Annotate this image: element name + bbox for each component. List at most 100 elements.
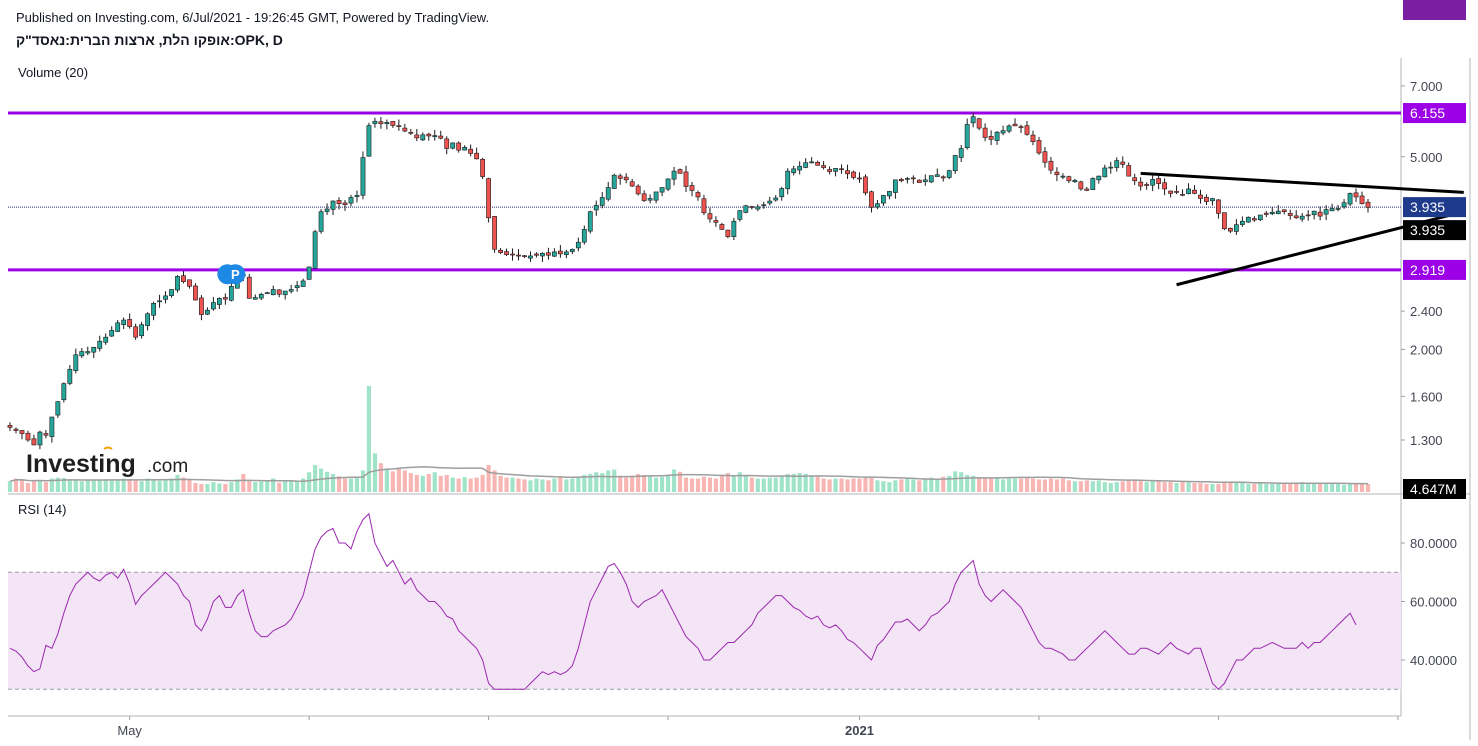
volume-bar: [1036, 479, 1042, 492]
volume-bar: [139, 481, 144, 492]
candle-body: [139, 324, 145, 337]
volume-bar: [169, 478, 174, 492]
candle-body: [994, 131, 1000, 141]
volume-bar: [211, 482, 216, 492]
volume-bar: [79, 481, 84, 492]
candle-body: [145, 313, 150, 326]
candle-body: [1090, 178, 1096, 190]
volume-bar: [229, 482, 234, 492]
candle-body: [1030, 134, 1036, 143]
volume-bar: [701, 476, 707, 492]
volume-bar: [259, 481, 264, 492]
candle-body: [1347, 193, 1353, 205]
price-tick-label: 7.000: [1410, 79, 1443, 94]
volume-bar: [295, 480, 300, 492]
candle-body: [438, 135, 444, 139]
volume-bar: [1150, 481, 1155, 492]
candle-body: [163, 295, 168, 300]
candle-body: [43, 433, 49, 436]
candle-body: [1239, 220, 1245, 225]
volume-bar: [665, 474, 671, 492]
candle-body: [928, 175, 934, 183]
candle-body: [1114, 160, 1120, 168]
candle-body: [31, 438, 37, 446]
candle-body: [222, 297, 228, 300]
candle-body: [211, 302, 216, 310]
price-axis[interactable]: 7.000 5.000 2.400 2.000 1.600 1.300 80.0000 60.…: [1401, 79, 1457, 668]
volume-bar: [863, 477, 868, 492]
volume-bar: [881, 481, 886, 492]
candle-body: [432, 135, 438, 138]
volume-bar: [109, 479, 114, 492]
rsi-band: [8, 572, 1401, 690]
candle-body: [1060, 175, 1066, 178]
candle-body: [833, 168, 838, 172]
candle-body: [1036, 140, 1042, 154]
candle-body: [121, 319, 127, 326]
candle-body: [414, 134, 420, 139]
candle-body: [1269, 211, 1275, 215]
candle-body: [480, 158, 486, 177]
candle-body: [330, 200, 336, 210]
candle-body: [360, 157, 366, 196]
volume-bar: [935, 478, 940, 492]
time-axis[interactable]: May 2021: [117, 716, 1399, 738]
candle-body: [73, 354, 79, 371]
candle-body: [755, 206, 761, 210]
volume-bar: [1210, 483, 1215, 492]
candle-body: [474, 152, 480, 160]
candle-body: [791, 168, 797, 174]
volume-bar: [600, 473, 605, 492]
volume-bar: [1060, 478, 1065, 492]
candle-body: [85, 351, 91, 354]
volume-bar: [151, 480, 156, 492]
candle-body: [887, 191, 892, 197]
volume-bar: [354, 477, 360, 492]
volume-value-label: 4.647M: [1410, 481, 1457, 497]
volume-bar: [408, 473, 413, 492]
volume-bar: [636, 474, 641, 492]
volume-bar: [576, 476, 581, 492]
candle-body: [839, 168, 844, 171]
volume-bar: [247, 481, 252, 492]
candle-body: [1204, 196, 1209, 202]
candle-body: [647, 198, 653, 201]
volume-bar: [235, 479, 240, 492]
candle-body: [193, 285, 198, 301]
candle-body: [216, 298, 222, 305]
event-marker[interactable]: P: [217, 264, 246, 285]
volume-bar: [983, 478, 988, 492]
candle-body: [970, 116, 976, 124]
candle-body: [1365, 201, 1371, 208]
candle-body: [869, 191, 874, 208]
candle-body: [384, 122, 390, 125]
candle-body: [629, 181, 635, 187]
rsi-tick-label: 40.0000: [1410, 653, 1457, 668]
volume-bar: [1300, 482, 1305, 492]
candle-body: [821, 165, 826, 168]
candle-body: [199, 297, 204, 315]
candle-body: [300, 280, 306, 287]
logo-swoosh-icon: [103, 446, 113, 450]
candle-body: [390, 121, 396, 126]
rsi-path: [9, 512, 1357, 691]
volume-bar: [121, 478, 126, 492]
volume-bar: [1168, 482, 1173, 492]
volume-bar: [1180, 482, 1185, 492]
volume-bar: [1246, 483, 1251, 492]
volume-bar: [516, 478, 521, 492]
event-marker-label: P: [231, 267, 240, 282]
trendline: [1140, 171, 1464, 194]
volume-bar: [1144, 482, 1149, 492]
candle-body: [324, 208, 330, 212]
candle-body: [611, 174, 617, 189]
candle-body: [1144, 184, 1150, 186]
volume-bar: [504, 477, 509, 492]
volume-bar: [163, 479, 168, 492]
candle-body: [55, 401, 61, 416]
candle-body: [1287, 213, 1293, 216]
volume-bar: [648, 475, 653, 492]
candle-body: [1162, 182, 1167, 190]
volume-bar: [283, 481, 288, 492]
